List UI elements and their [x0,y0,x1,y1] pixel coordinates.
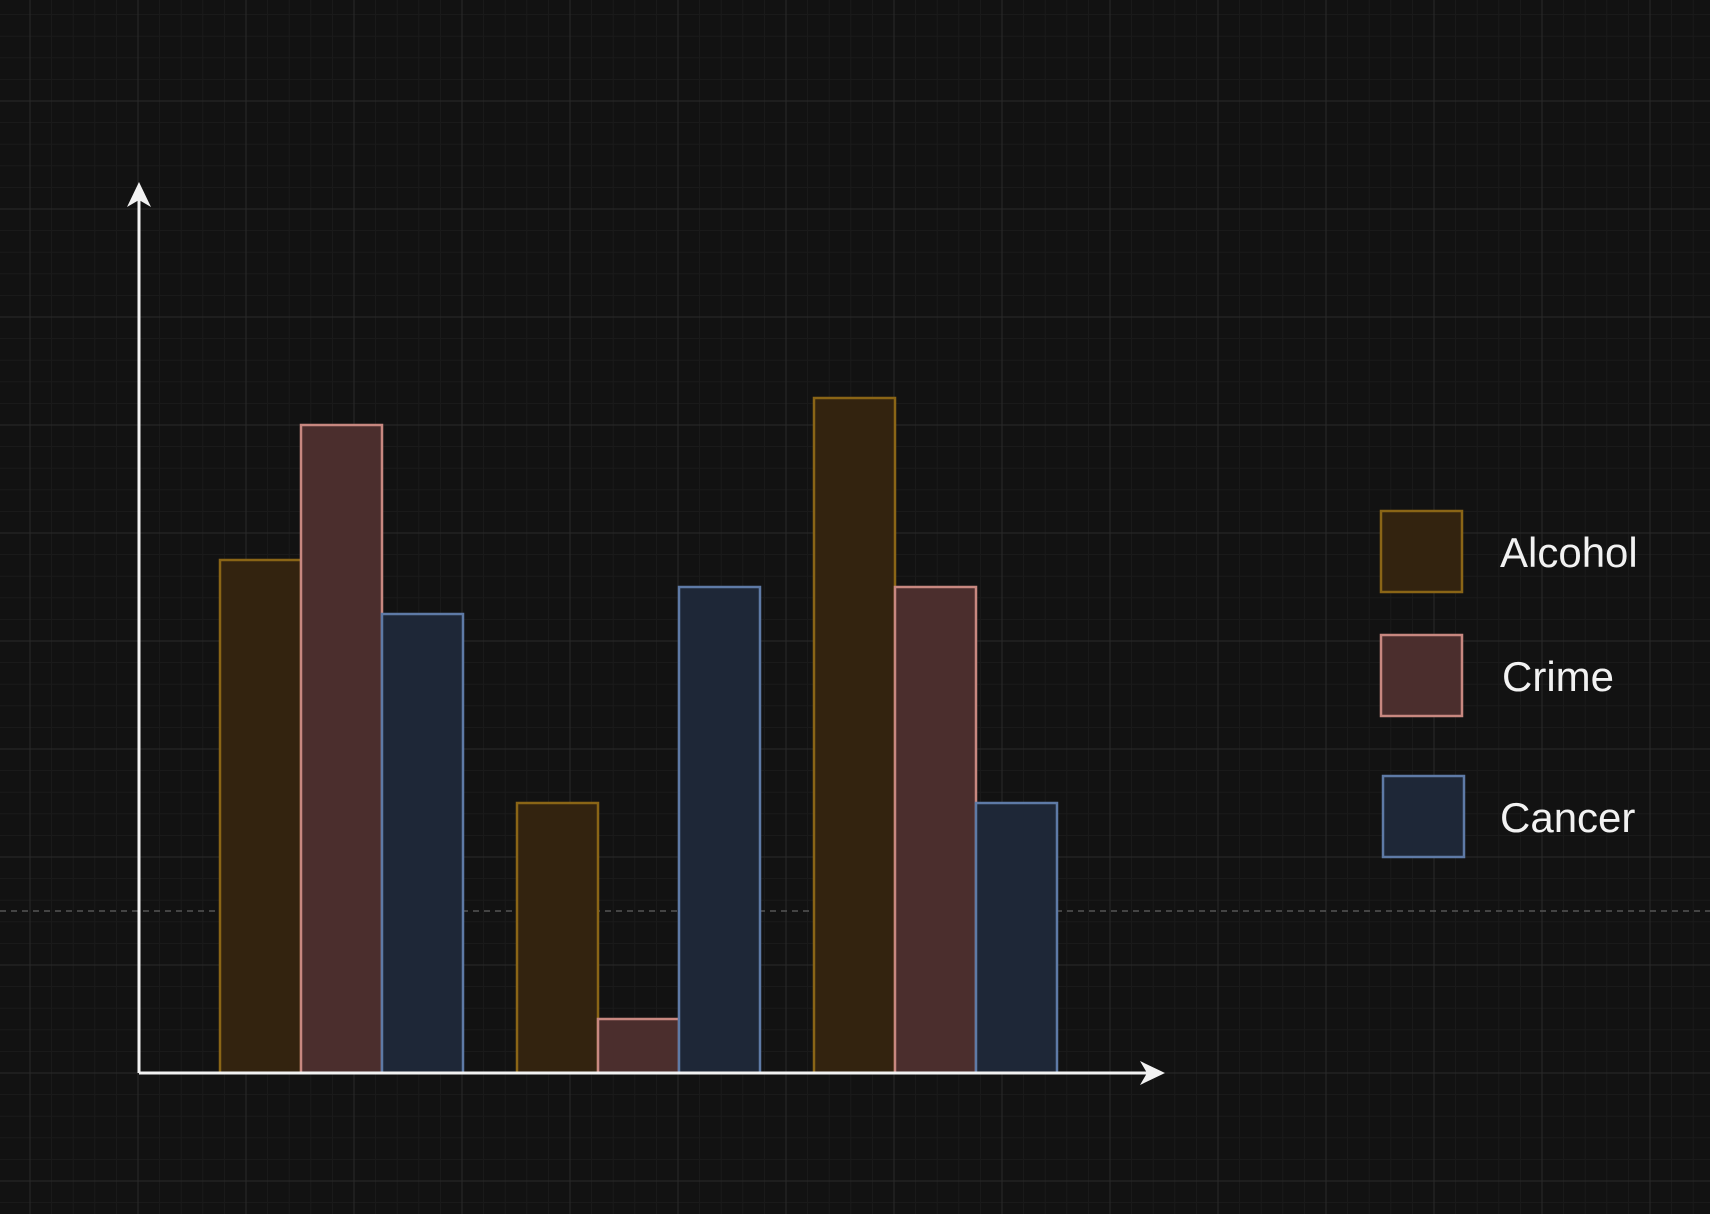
legend-label-crime: Crime [1502,653,1614,700]
legend-swatch-cancer [1381,774,1466,859]
legend-label-cancer: Cancer [1500,794,1635,841]
bar-crime-1 [299,423,384,1075]
bar-crime-2 [596,1017,681,1075]
bar-alcohol-2 [515,801,600,1075]
bars-group [218,396,1059,1075]
legend-label-alcohol: Alcohol [1500,529,1638,576]
legend-swatch-alcohol [1379,509,1464,594]
bar-alcohol-3 [812,396,897,1075]
bar-cancer-3 [974,801,1059,1075]
y-axis-arrow-icon [127,182,151,207]
bar-alcohol-1 [218,558,303,1075]
bar-crime-3 [893,585,978,1075]
bar-cancer-2 [677,585,762,1075]
legend: Alcohol Crime Cancer [1379,509,1638,859]
x-axis-arrow-icon [1140,1061,1165,1085]
legend-swatch-crime [1379,633,1464,718]
bar-cancer-1 [380,612,465,1075]
axes [127,182,1165,1085]
